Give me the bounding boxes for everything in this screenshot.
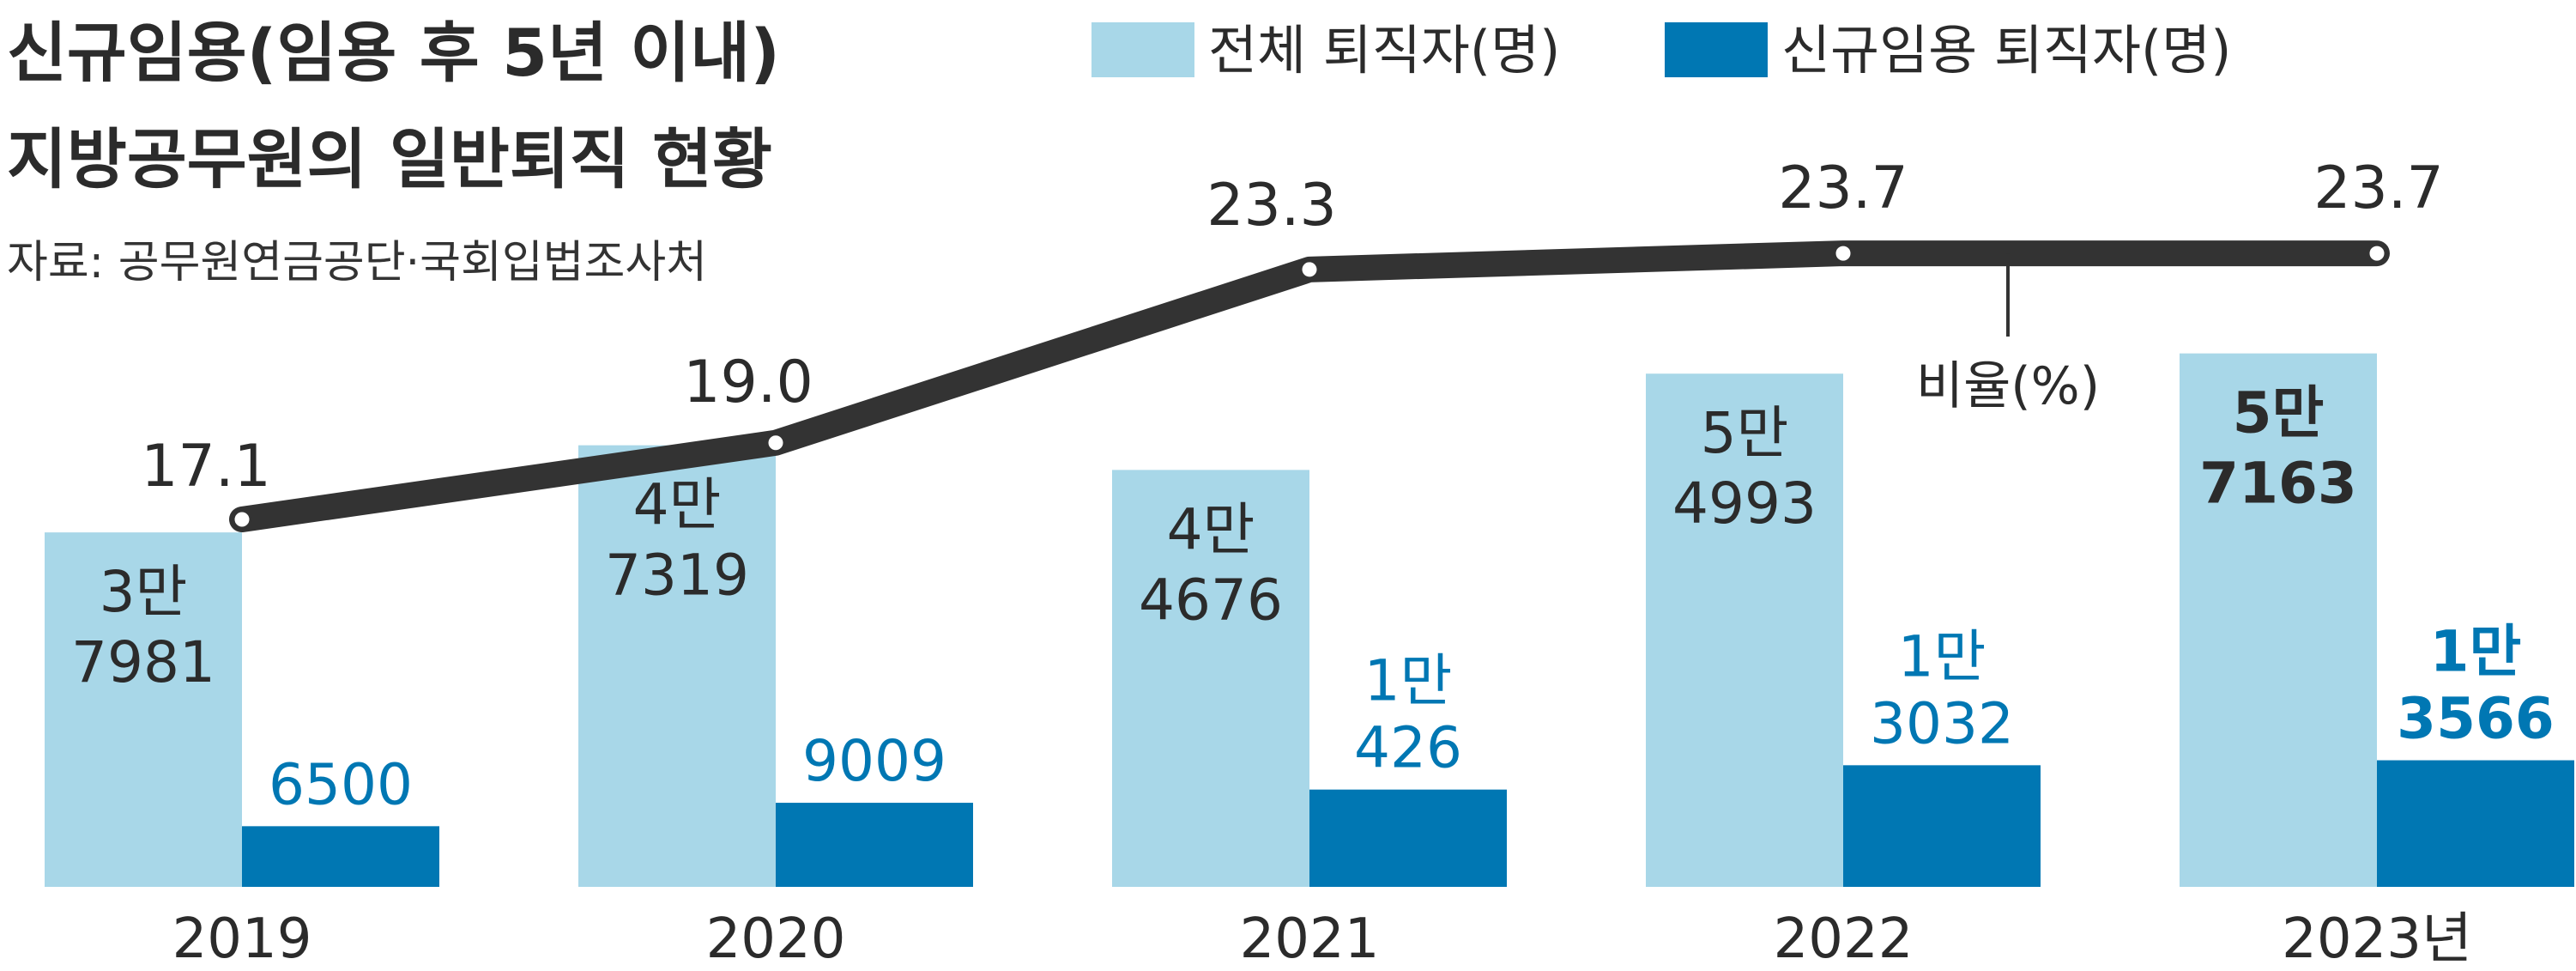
ratio-point-4 [2367,243,2387,264]
new-label-2-1: 426 [1354,715,1462,781]
labels-layer: 20193만7981650020204만7319900920214만46761만… [71,155,2555,971]
bar-new-0 [242,826,439,887]
ratio-label-1: 19.0 [683,349,813,416]
total-label-1-0: 4만 [633,472,722,538]
bar-new-2 [1309,789,1507,887]
ratio-point-3 [1833,243,1853,264]
chart-title-line2: 지방공무원의 일반퇴직 현황 [7,121,772,197]
ratio-point-0 [232,509,252,530]
x-tick-0: 2019 [172,907,312,971]
ratio-point-1 [765,433,786,453]
total-label-4-1: 7163 [2199,451,2357,517]
new-label-4-1: 3566 [2397,686,2555,752]
total-label-4-0: 5만 [2233,380,2325,446]
total-label-0-1: 7981 [71,629,215,695]
bar-total-2 [1112,470,1309,887]
bar-total-3 [1646,373,1843,888]
x-tick-1: 2020 [706,907,846,971]
new-label-3-0: 1만 [1898,623,1986,689]
ratio-label-0: 17.1 [141,433,270,501]
ratio-series-name: 비율(%) [1916,356,2100,416]
chart-title-line1: 신규임용(임용 후 5년 이내) [7,15,780,91]
bar-new-3 [1843,765,2041,887]
ratio-label-4: 23.7 [2313,155,2443,222]
legend-label-new: 신규임용 퇴직자(명) [1781,19,2231,82]
total-label-3-1: 4993 [1672,470,1817,537]
x-tick-2: 2021 [1240,907,1380,971]
chart-source: 자료: 공무원연금공단·국회입법조사처 [7,237,707,288]
new-label-3-1: 3032 [1870,690,2014,756]
x-tick-4: 2023년 [2282,907,2472,971]
x-tick-3: 2022 [1774,907,1914,971]
total-label-0-0: 3만 [100,559,188,625]
bar-total-4 [2180,353,2377,887]
ratio-label-2: 23.3 [1206,172,1336,240]
total-label-2-0: 4만 [1167,496,1255,562]
ratio-line-layer [229,240,2390,532]
ratio-label-3: 23.7 [1778,155,1908,222]
total-label-1-1: 7319 [605,543,749,609]
bar-total-1 [578,445,776,887]
bar-new-4 [2377,760,2574,887]
new-label-1-0: 9009 [802,728,946,794]
new-label-0-0: 6500 [269,751,413,817]
total-label-2-1: 4676 [1139,567,1283,633]
legend-swatch-new [1665,22,1768,77]
ratio-point-2 [1299,259,1320,280]
new-label-2-0: 1만 [1364,648,1453,714]
legend-swatch-total [1091,22,1194,77]
legend-label-total: 전체 퇴직자(명) [1208,19,1560,82]
bars-layer [45,353,2574,888]
total-label-3-0: 5만 [1701,400,1789,466]
bar-new-1 [776,803,973,887]
bar-total-0 [45,532,242,887]
new-label-4-0: 1만 [2430,619,2522,685]
